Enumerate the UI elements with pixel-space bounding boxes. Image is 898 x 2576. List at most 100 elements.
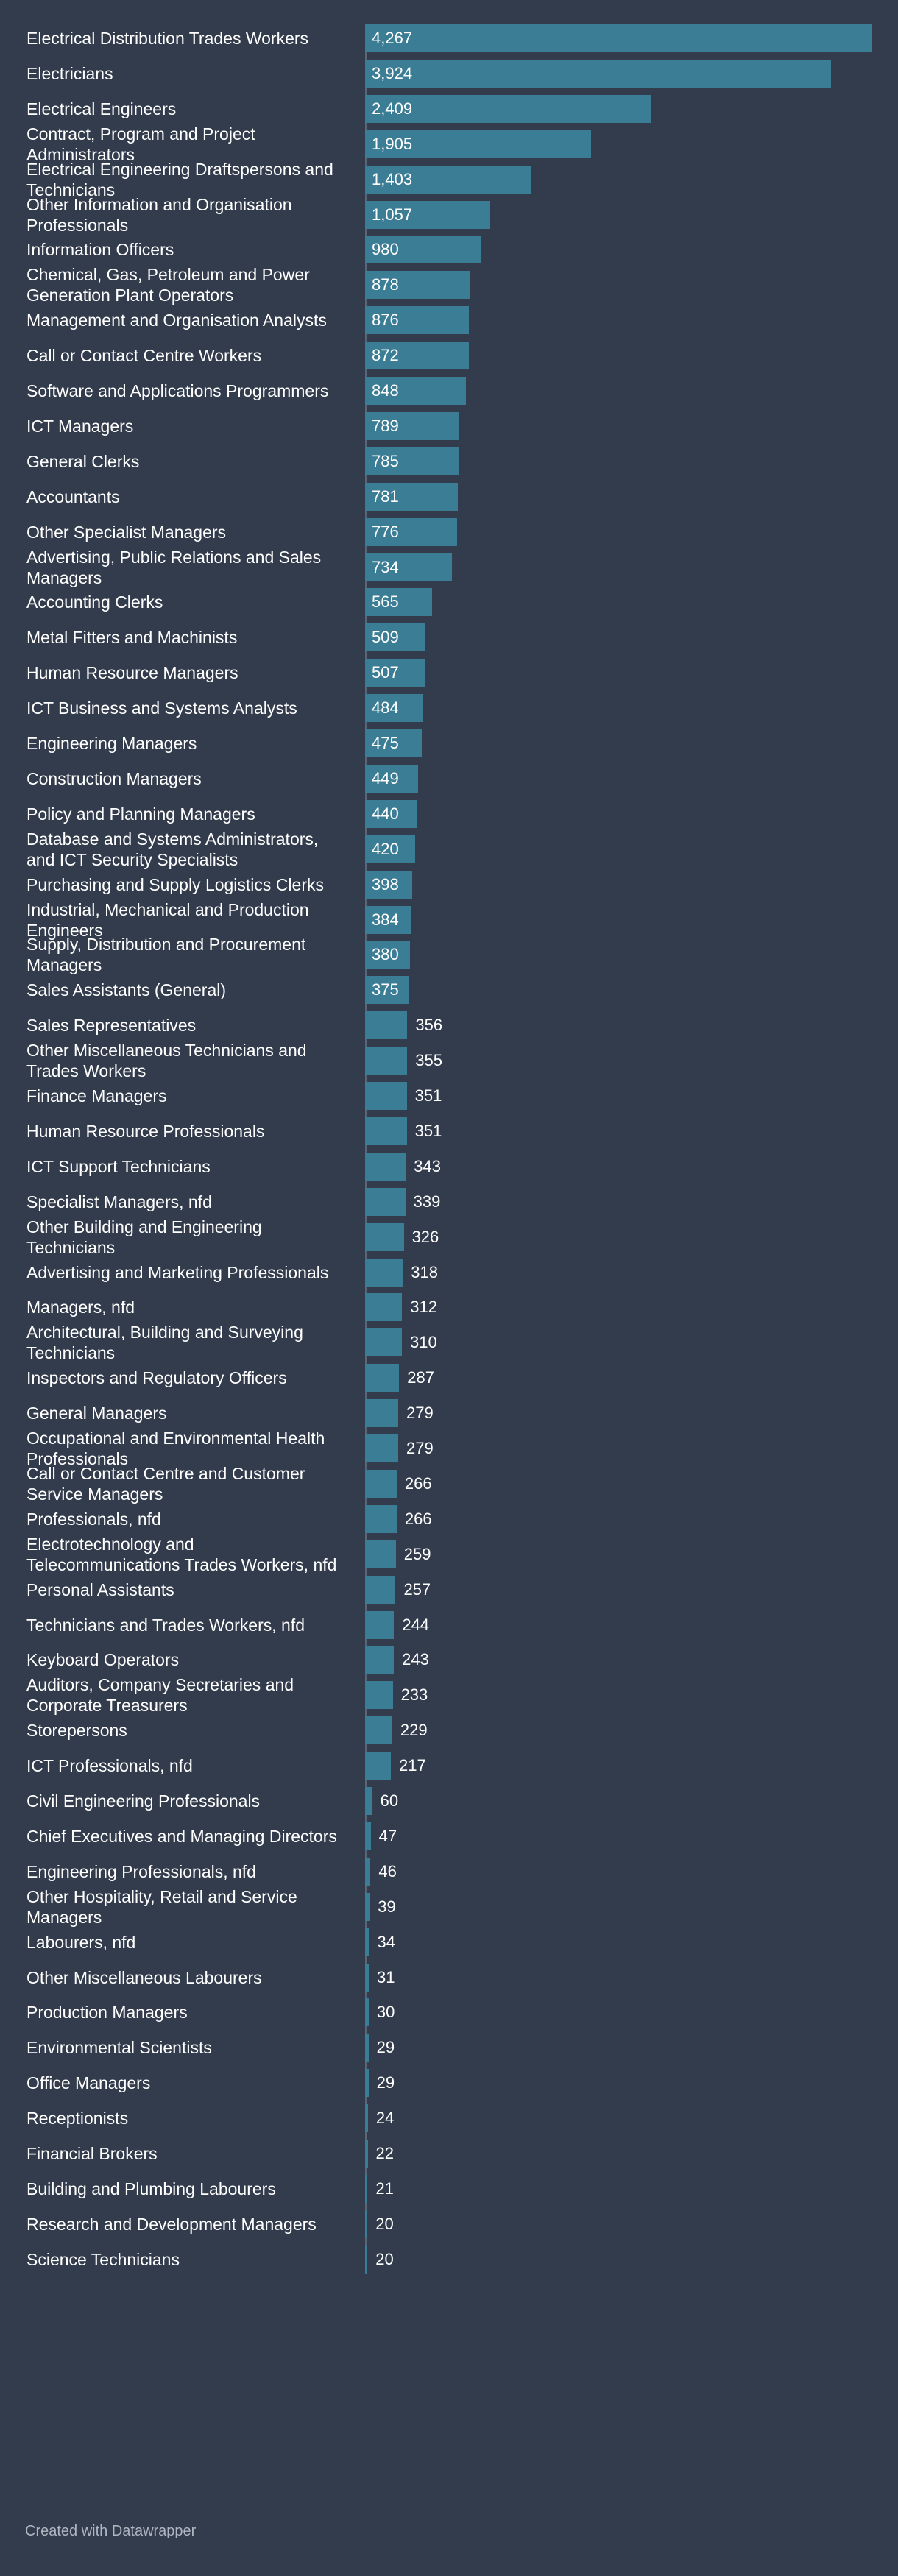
category-label-line: Engineers: [26, 920, 103, 940]
value-label: 876: [372, 311, 399, 330]
category-label: Office Managers: [26, 2073, 358, 2093]
value-label: 47: [378, 1826, 397, 1845]
value-label: 375: [372, 980, 399, 999]
bar: [365, 2209, 368, 2238]
value-label: 29: [376, 2038, 395, 2057]
category-label: Production Managers: [26, 2002, 358, 2023]
bar: [365, 553, 453, 581]
category-label-line: Inspectors and Regulatory Officers: [26, 1368, 287, 1388]
value-label: 46: [378, 1861, 397, 1880]
bar: [365, 94, 651, 123]
bar: [365, 1293, 403, 1322]
category-label: Information Officers: [26, 239, 358, 260]
category-label-line: Electrotechnology and: [26, 1534, 194, 1554]
bar: [365, 659, 425, 687]
category-label-line: Call or Contact Centre Workers: [26, 346, 262, 366]
category-label-line: Technicians: [26, 180, 116, 199]
category-label-line: Personal Assistants: [26, 1579, 174, 1599]
bar: [365, 306, 470, 335]
category-label-line: Other Miscellaneous Technicians and: [26, 1041, 307, 1061]
bar: [365, 482, 458, 511]
category-label: Sales Representatives: [26, 1015, 358, 1036]
category-label: General Clerks: [26, 451, 358, 472]
category-label-line: Contract, Program and Project: [26, 124, 255, 144]
category-label: Personal Assistants: [26, 1579, 358, 1600]
bar: [365, 1892, 370, 1921]
value-label: 34: [377, 1932, 395, 1951]
bar: [365, 2069, 369, 2098]
category-label: Architectural, Building and Surveying Tec…: [26, 1322, 358, 1363]
category-label: ICT Business and Systems Analysts: [26, 698, 358, 718]
bar: [365, 694, 423, 723]
value-label: 351: [414, 1121, 442, 1140]
value-label: 257: [403, 1579, 431, 1599]
bar: [365, 2174, 368, 2203]
category-label: Storepersons: [26, 1720, 358, 1741]
value-label: 60: [380, 1791, 399, 1810]
bar: [365, 941, 411, 969]
category-label: Other Information and Organisation Profes…: [26, 194, 358, 236]
bar: [365, 2245, 368, 2274]
bar: [365, 130, 592, 158]
bar: [365, 1504, 397, 1533]
category-label: Professionals, nfd: [26, 1509, 358, 1529]
value-label: 440: [372, 804, 399, 823]
bar: [365, 1434, 398, 1462]
category-label-line: Auditors, Company Secretaries and: [26, 1675, 294, 1695]
category-label-line: Labourers, nfd: [26, 1932, 136, 1952]
category-label-line: Storepersons: [26, 1721, 127, 1741]
category-label: Other Specialist Managers: [26, 522, 358, 542]
category-label-line: Keyboard Operators: [26, 1650, 180, 1670]
bar: [365, 799, 417, 828]
bar: [365, 1857, 371, 1886]
category-label: Software and Applications Programmers: [26, 381, 358, 401]
bar: [365, 1822, 371, 1850]
category-label: Receptionists: [26, 2108, 358, 2129]
bar: [365, 1011, 408, 1040]
value-label: 31: [376, 1967, 395, 1986]
value-label: 39: [378, 1897, 396, 1916]
category-label-line: Technicians: [26, 1343, 116, 1363]
category-label-line: Professionals: [26, 215, 129, 235]
bar: [365, 2034, 369, 2062]
value-label: 785: [372, 451, 399, 470]
category-label: Contract, Program and Project Administrat…: [26, 124, 358, 165]
bar: [365, 2104, 368, 2133]
category-label-line: Purchasing and Supply Logistics Clerks: [26, 874, 324, 894]
category-label: Civil Engineering Professionals: [26, 1791, 358, 1811]
category-label: Specialist Managers, nfd: [26, 1192, 358, 1212]
value-label: 244: [402, 1615, 430, 1634]
value-label: 30: [376, 2003, 395, 2022]
category-label: Research and Development Managers: [26, 2214, 358, 2234]
category-label: Environmental Scientists: [26, 2037, 358, 2058]
value-label: 872: [372, 346, 399, 365]
category-label: Engineering Professionals, nfd: [26, 1861, 358, 1882]
credit-footer: Created with Datawrapper: [25, 2523, 197, 2539]
value-label: 734: [372, 557, 399, 576]
category-label: Inspectors and Regulatory Officers: [26, 1367, 358, 1388]
category-label-line: Production Managers: [26, 2003, 188, 2023]
category-label: Other Hospitality, Retail and Service Man…: [26, 1886, 358, 1928]
bar: [365, 411, 459, 440]
value-label: 384: [372, 910, 399, 929]
value-label: 1,905: [372, 134, 413, 153]
value-label: 449: [372, 768, 399, 788]
bar: [365, 165, 532, 194]
category-label: Other Miscellaneous Technicians and Trade…: [26, 1040, 358, 1081]
category-label: Metal Fitters and Machinists: [26, 627, 358, 648]
category-label-line: Research and Development Managers: [26, 2214, 317, 2234]
category-label-line: Chemical, Gas, Petroleum and Power: [26, 265, 310, 285]
category-label: Managers, nfd: [26, 1297, 358, 1317]
value-label: 22: [375, 2144, 395, 2162]
category-label: Management and Organisation Analysts: [26, 310, 358, 330]
category-label-line: ICT Professionals, nfd: [26, 1756, 193, 1776]
category-label-line: Information Officers: [26, 240, 174, 260]
category-label-line: Electrical Distribution Trades Workers: [26, 29, 309, 48]
bar: [365, 1610, 395, 1639]
bar: [365, 1575, 396, 1604]
category-label-line: Trades Workers: [26, 1061, 146, 1081]
bar: [365, 1469, 397, 1498]
category-label: General Managers: [26, 1403, 358, 1423]
category-label: Electrical Engineers: [26, 99, 358, 119]
